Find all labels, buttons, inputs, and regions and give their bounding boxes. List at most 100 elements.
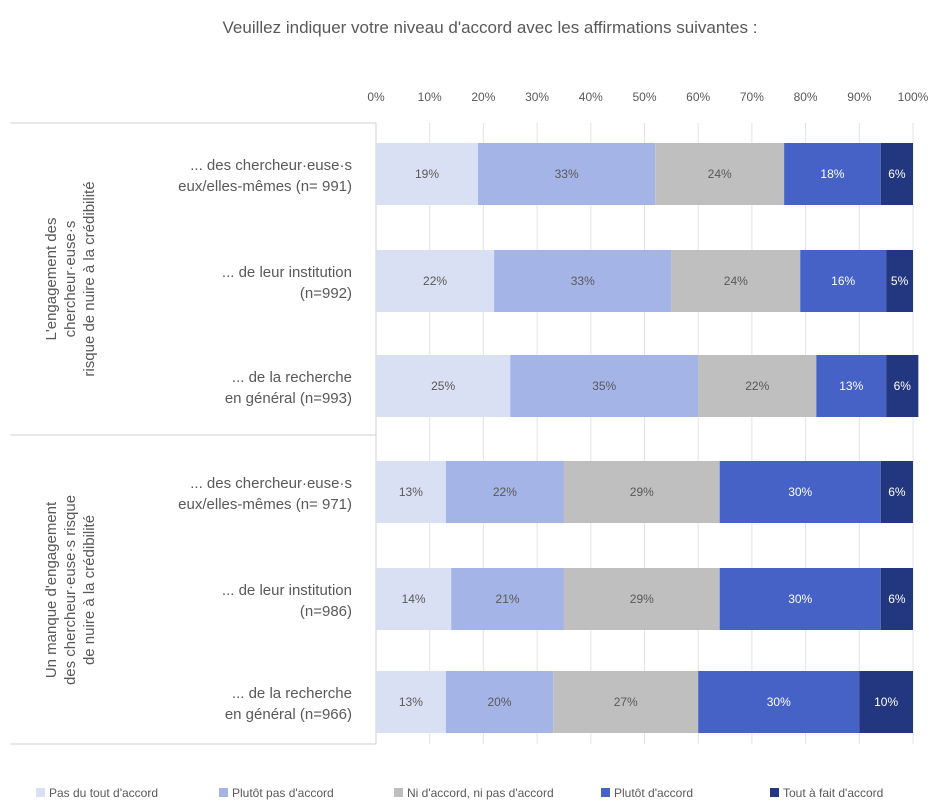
row-label: ... des chercheur·euse·s eux/elles-mêmes …: [178, 475, 352, 513]
row-label: ... de leur institution (n=992): [222, 264, 352, 302]
row-label-line: ... des chercheur·euse·s: [190, 475, 352, 492]
x-tick-label: 100%: [898, 90, 929, 104]
data-label: 6%: [888, 485, 906, 499]
bar-segment: [445, 671, 554, 733]
data-label: 5%: [891, 274, 909, 288]
legend-swatch: [601, 788, 610, 797]
gridlines: [375, 123, 914, 744]
bar-segment: [376, 671, 446, 733]
group-label-line: L'engagement des: [43, 218, 60, 341]
data-label: 14%: [402, 592, 426, 606]
row-label: ... des chercheur·euse·s eux/elles-mêmes …: [178, 157, 352, 195]
data-label: 13%: [399, 485, 423, 499]
x-tick-label: 90%: [847, 90, 871, 104]
legend-label: Tout à fait d'accord: [783, 786, 883, 800]
data-label: 13%: [399, 695, 423, 709]
row-label-line: (n=986): [300, 603, 352, 620]
data-label: 30%: [767, 695, 791, 709]
data-label: 33%: [555, 167, 579, 181]
group-label: L'engagement des chercheur·euse·s risque d…: [43, 181, 98, 376]
category-panel: L'engagement des chercheur·euse·s risque d…: [10, 122, 377, 745]
bar-segment: [719, 461, 881, 523]
bar-segment: [698, 671, 860, 733]
group-label-line: risque de nuire à la crédibilité: [81, 181, 98, 376]
x-tick-label: 60%: [686, 90, 710, 104]
bar-segment: [376, 250, 495, 312]
data-label: 35%: [592, 379, 616, 393]
group-label-line: chercheur·euse·s: [62, 221, 79, 338]
bar-segment: [800, 250, 887, 312]
data-label: 13%: [839, 379, 863, 393]
group-label: Un manque d'engagement des chercheur·euse…: [43, 495, 98, 685]
bar-segment: [880, 568, 913, 630]
data-label: 24%: [724, 274, 748, 288]
bar-segment: [376, 355, 511, 417]
row-label-line: en général (n=993): [225, 390, 352, 407]
bar-segment: [451, 568, 564, 630]
row-label-line: eux/elles-mêmes (n= 991): [178, 178, 352, 195]
group-label-line: des chercheur·euse·s risque: [62, 495, 79, 685]
bar-segment: [671, 250, 801, 312]
bar-segment: [880, 143, 913, 205]
bar-segment: [510, 355, 699, 417]
group-label-line: de nuire à la crédibilité: [81, 515, 98, 665]
data-label: 27%: [614, 695, 638, 709]
bar-segment: [478, 143, 656, 205]
legend-swatch: [394, 788, 403, 797]
row-label-line: eux/elles-mêmes (n= 971): [178, 496, 352, 513]
bar-segment: [494, 250, 672, 312]
bar-segment: [698, 355, 817, 417]
data-label: 24%: [708, 167, 732, 181]
row-label-line: ... des chercheur·euse·s: [190, 157, 352, 174]
row-label: ... de leur institution (n=986): [222, 582, 352, 620]
row-label: ... de la recherche en général (n=993): [225, 369, 352, 407]
data-label: 30%: [788, 592, 812, 606]
data-label: 16%: [831, 274, 855, 288]
bar-segment: [886, 355, 919, 417]
row-label-line: ... de la recherche: [232, 369, 352, 386]
data-label: 22%: [745, 379, 769, 393]
data-label: 22%: [423, 274, 447, 288]
bar-segment: [376, 461, 446, 523]
bar-segment: [445, 461, 564, 523]
x-tick-label: 10%: [418, 90, 442, 104]
bar-segment: [376, 143, 479, 205]
legend: Pas du tout d'accord Plutôt pas d'accord N…: [36, 786, 883, 800]
data-label: 29%: [630, 485, 654, 499]
legend-swatch: [36, 788, 45, 797]
group-label-line: Un manque d'engagement: [43, 501, 60, 678]
data-label: 30%: [788, 485, 812, 499]
bar-segment: [859, 671, 913, 733]
legend-label: Plutôt d'accord: [614, 786, 693, 800]
row-label-line: (n=992): [300, 285, 352, 302]
x-axis-ticks: 0% 10% 20% 30% 40% 50% 60% 70% 80% 90% 100%: [367, 90, 928, 104]
x-tick-label: 20%: [471, 90, 495, 104]
legend-label: Pas du tout d'accord: [49, 786, 158, 800]
x-tick-label: 80%: [794, 90, 818, 104]
bars: 19% 33% 24% 18% 6% 22% 33% 24% 16% 5% 25% 35% 22% 13%…: [376, 143, 919, 733]
data-label: 33%: [571, 274, 595, 288]
bar-segment: [655, 143, 785, 205]
data-label: 19%: [415, 167, 439, 181]
bar-segment: [784, 143, 881, 205]
bar-segment: [816, 355, 887, 417]
data-label: 25%: [431, 379, 455, 393]
x-tick-label: 50%: [632, 90, 656, 104]
data-label: 6%: [894, 379, 912, 393]
bar-segment: [886, 250, 913, 312]
data-label: 29%: [630, 592, 654, 606]
bar-segment: [880, 461, 913, 523]
row-label-line: ... de leur institution: [222, 582, 352, 599]
row-label: ... de la recherche en général (n=966): [225, 685, 352, 723]
data-label: 22%: [493, 485, 517, 499]
bar-segment: [719, 568, 881, 630]
row-label-line: ... de leur institution: [222, 264, 352, 281]
row-label-line: ... de la recherche: [232, 685, 352, 702]
data-label: 6%: [888, 167, 906, 181]
bar-segment: [376, 568, 452, 630]
legend-label: Plutôt pas d'accord: [232, 786, 334, 800]
legend-swatch: [770, 788, 779, 797]
data-label: 10%: [874, 695, 898, 709]
legend-swatch: [219, 788, 228, 797]
